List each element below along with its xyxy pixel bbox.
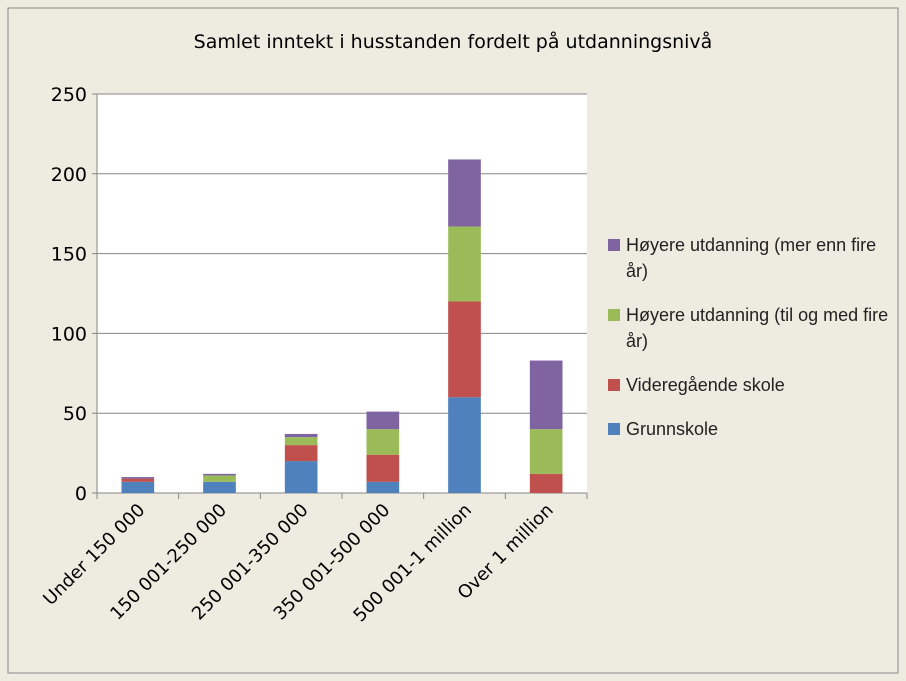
bar-segment [366, 454, 400, 482]
bar-segment [448, 226, 481, 302]
bar-segment [529, 429, 563, 474]
bar-segment [203, 481, 236, 493]
bar-segment [366, 411, 400, 430]
bar-segment [121, 478, 155, 482]
bar-segment [366, 481, 400, 493]
bar-segment [284, 433, 318, 438]
bar-segment [284, 445, 318, 462]
bar-segment [203, 475, 236, 482]
chart-title: Samlet inntekt i husstanden fordelt på u… [194, 30, 713, 53]
legend: Høyere utdanning (mer enn fire år) Høyere… [608, 232, 898, 460]
bar-segment [448, 159, 481, 227]
bar-segment [203, 473, 236, 476]
bar-segment [448, 301, 481, 398]
legend-swatch [608, 309, 620, 321]
bar-segment [284, 437, 318, 446]
legend-item: Høyere utdanning (til og med fire år) [608, 302, 898, 354]
bar-segment [366, 429, 400, 455]
bar-segment [121, 481, 155, 493]
legend-label: Grunnskole [626, 419, 719, 439]
y-tick-label: 0 [75, 483, 87, 505]
legend-item: Høyere utdanning (mer enn fire år) [608, 232, 898, 284]
y-tick-label: 150 [51, 244, 87, 266]
legend-label: Høyere utdanning (til og med fire år) [626, 305, 889, 351]
legend-item: Grunnskole [608, 416, 898, 442]
legend-label: Høyere utdanning (mer enn fire år) [626, 235, 877, 281]
legend-swatch [608, 239, 620, 251]
legend-swatch [608, 379, 620, 391]
bar-segment [448, 397, 481, 493]
y-tick-label: 100 [51, 323, 87, 345]
y-tick-label: 200 [51, 164, 87, 186]
bar-segment [529, 473, 563, 493]
bar-segment [121, 477, 155, 479]
legend-swatch [608, 423, 620, 435]
legend-label: Videregående skole [626, 375, 785, 395]
bar-segment [529, 360, 563, 430]
y-tick-label: 50 [63, 403, 87, 425]
plot-area [97, 94, 587, 493]
y-tick-label: 250 [51, 84, 87, 106]
bar-segment [284, 461, 318, 493]
legend-item: Videregående skole [608, 372, 898, 398]
